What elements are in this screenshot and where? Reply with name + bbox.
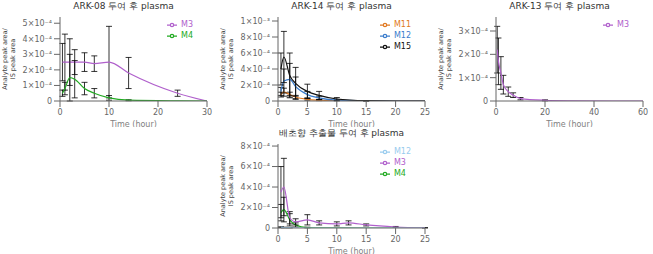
html-text:ARK-08 두여 후 plasma: ARK-08 두여 후 plasma — [73, 1, 174, 11]
svg-text:25: 25 — [420, 235, 430, 244]
html-text:M15: M15 — [393, 42, 411, 51]
svg-text:25: 25 — [420, 108, 430, 117]
html-text:M12: M12 — [393, 147, 411, 156]
html-text:M11: M11 — [393, 20, 411, 29]
svg-text:2×10⁻⁴: 2×10⁻⁴ — [241, 81, 270, 90]
svg-text:2×10⁻⁴: 2×10⁻⁴ — [241, 203, 270, 212]
html-text:배초향 추출물 두여 후 plasma: 배초향 추출물 두여 후 plasma — [278, 128, 405, 138]
svg-text:Analyte peak area/IS peak area: Analyte peak area/IS peak area — [219, 154, 235, 216]
svg-text:1×10⁻³: 1×10⁻³ — [241, 17, 270, 26]
svg-text:5×10⁻⁴: 5×10⁻⁴ — [23, 19, 52, 28]
svg-text:6×10⁻⁴: 6×10⁻⁴ — [241, 162, 270, 171]
svg-text:5: 5 — [305, 108, 310, 117]
svg-text:20: 20 — [153, 108, 163, 117]
html-text:M4: M4 — [393, 169, 406, 178]
svg-text:8×10⁻⁴: 8×10⁻⁴ — [241, 142, 270, 151]
svg-text:10: 10 — [332, 235, 342, 244]
svg-text:5: 5 — [305, 235, 310, 244]
svg-text:8×10⁻⁴: 8×10⁻⁴ — [241, 33, 270, 42]
svg-text:0: 0 — [275, 108, 280, 117]
svg-text:10: 10 — [104, 108, 114, 117]
svg-text:Time (hour): Time (hour) — [327, 120, 375, 127]
svg-text:20: 20 — [391, 108, 401, 117]
svg-text:40: 40 — [589, 108, 599, 117]
svg-text:Time (hour): Time (hour) — [109, 120, 157, 127]
svg-text:3×10⁻⁴: 3×10⁻⁴ — [459, 27, 488, 36]
svg-text:0: 0 — [483, 97, 488, 106]
svg-text:1×10⁻⁴: 1×10⁻⁴ — [23, 81, 52, 90]
svg-text:15: 15 — [361, 235, 371, 244]
svg-text:1×10⁻⁴: 1×10⁻⁴ — [459, 74, 488, 83]
svg-text:10: 10 — [332, 108, 342, 117]
html-text:M3: M3 — [393, 158, 406, 167]
svg-text:0: 0 — [47, 97, 52, 106]
svg-text:20: 20 — [540, 108, 550, 117]
svg-text:4×10⁻⁴: 4×10⁻⁴ — [241, 65, 270, 74]
svg-text:Analyte peak area/IS peak area: Analyte peak area/IS peak area — [219, 27, 235, 89]
svg-text:6×10⁻⁴: 6×10⁻⁴ — [241, 49, 270, 58]
html-text:ARK-14 두여 후 plasma: ARK-14 두여 후 plasma — [291, 1, 392, 11]
svg-text:20: 20 — [391, 235, 401, 244]
svg-text:0: 0 — [265, 224, 270, 233]
svg-text:Time (hour): Time (hour) — [327, 247, 375, 254]
svg-text:15: 15 — [361, 108, 371, 117]
svg-text:4×10⁻⁴: 4×10⁻⁴ — [241, 183, 270, 192]
svg-text:30: 30 — [202, 108, 212, 117]
html-text:M3: M3 — [617, 20, 629, 29]
svg-text:0: 0 — [265, 97, 270, 106]
html-text:M3: M3 — [181, 20, 193, 29]
svg-text:2×10⁻⁴: 2×10⁻⁴ — [23, 66, 52, 75]
html-text:ARK-13 두여 후 plasma: ARK-13 두여 후 plasma — [509, 1, 610, 11]
svg-text:Analyte peak area/IS peak area: Analyte peak area/IS peak area — [8, 27, 17, 89]
svg-text:Analyte peak area/IS peak area: Analyte peak area/IS peak area — [437, 27, 453, 89]
svg-text:0: 0 — [57, 108, 62, 117]
svg-text:Time (hour): Time (hour) — [545, 120, 593, 127]
svg-text:0: 0 — [493, 108, 498, 117]
svg-text:3×10⁻⁴: 3×10⁻⁴ — [23, 50, 52, 59]
svg-text:4×10⁻⁴: 4×10⁻⁴ — [23, 35, 52, 44]
html-text:M12: M12 — [393, 31, 411, 40]
svg-text:60: 60 — [638, 108, 645, 117]
svg-text:2×10⁻⁴: 2×10⁻⁴ — [459, 50, 488, 59]
svg-text:0: 0 — [275, 235, 280, 244]
html-text:M4: M4 — [181, 31, 193, 40]
